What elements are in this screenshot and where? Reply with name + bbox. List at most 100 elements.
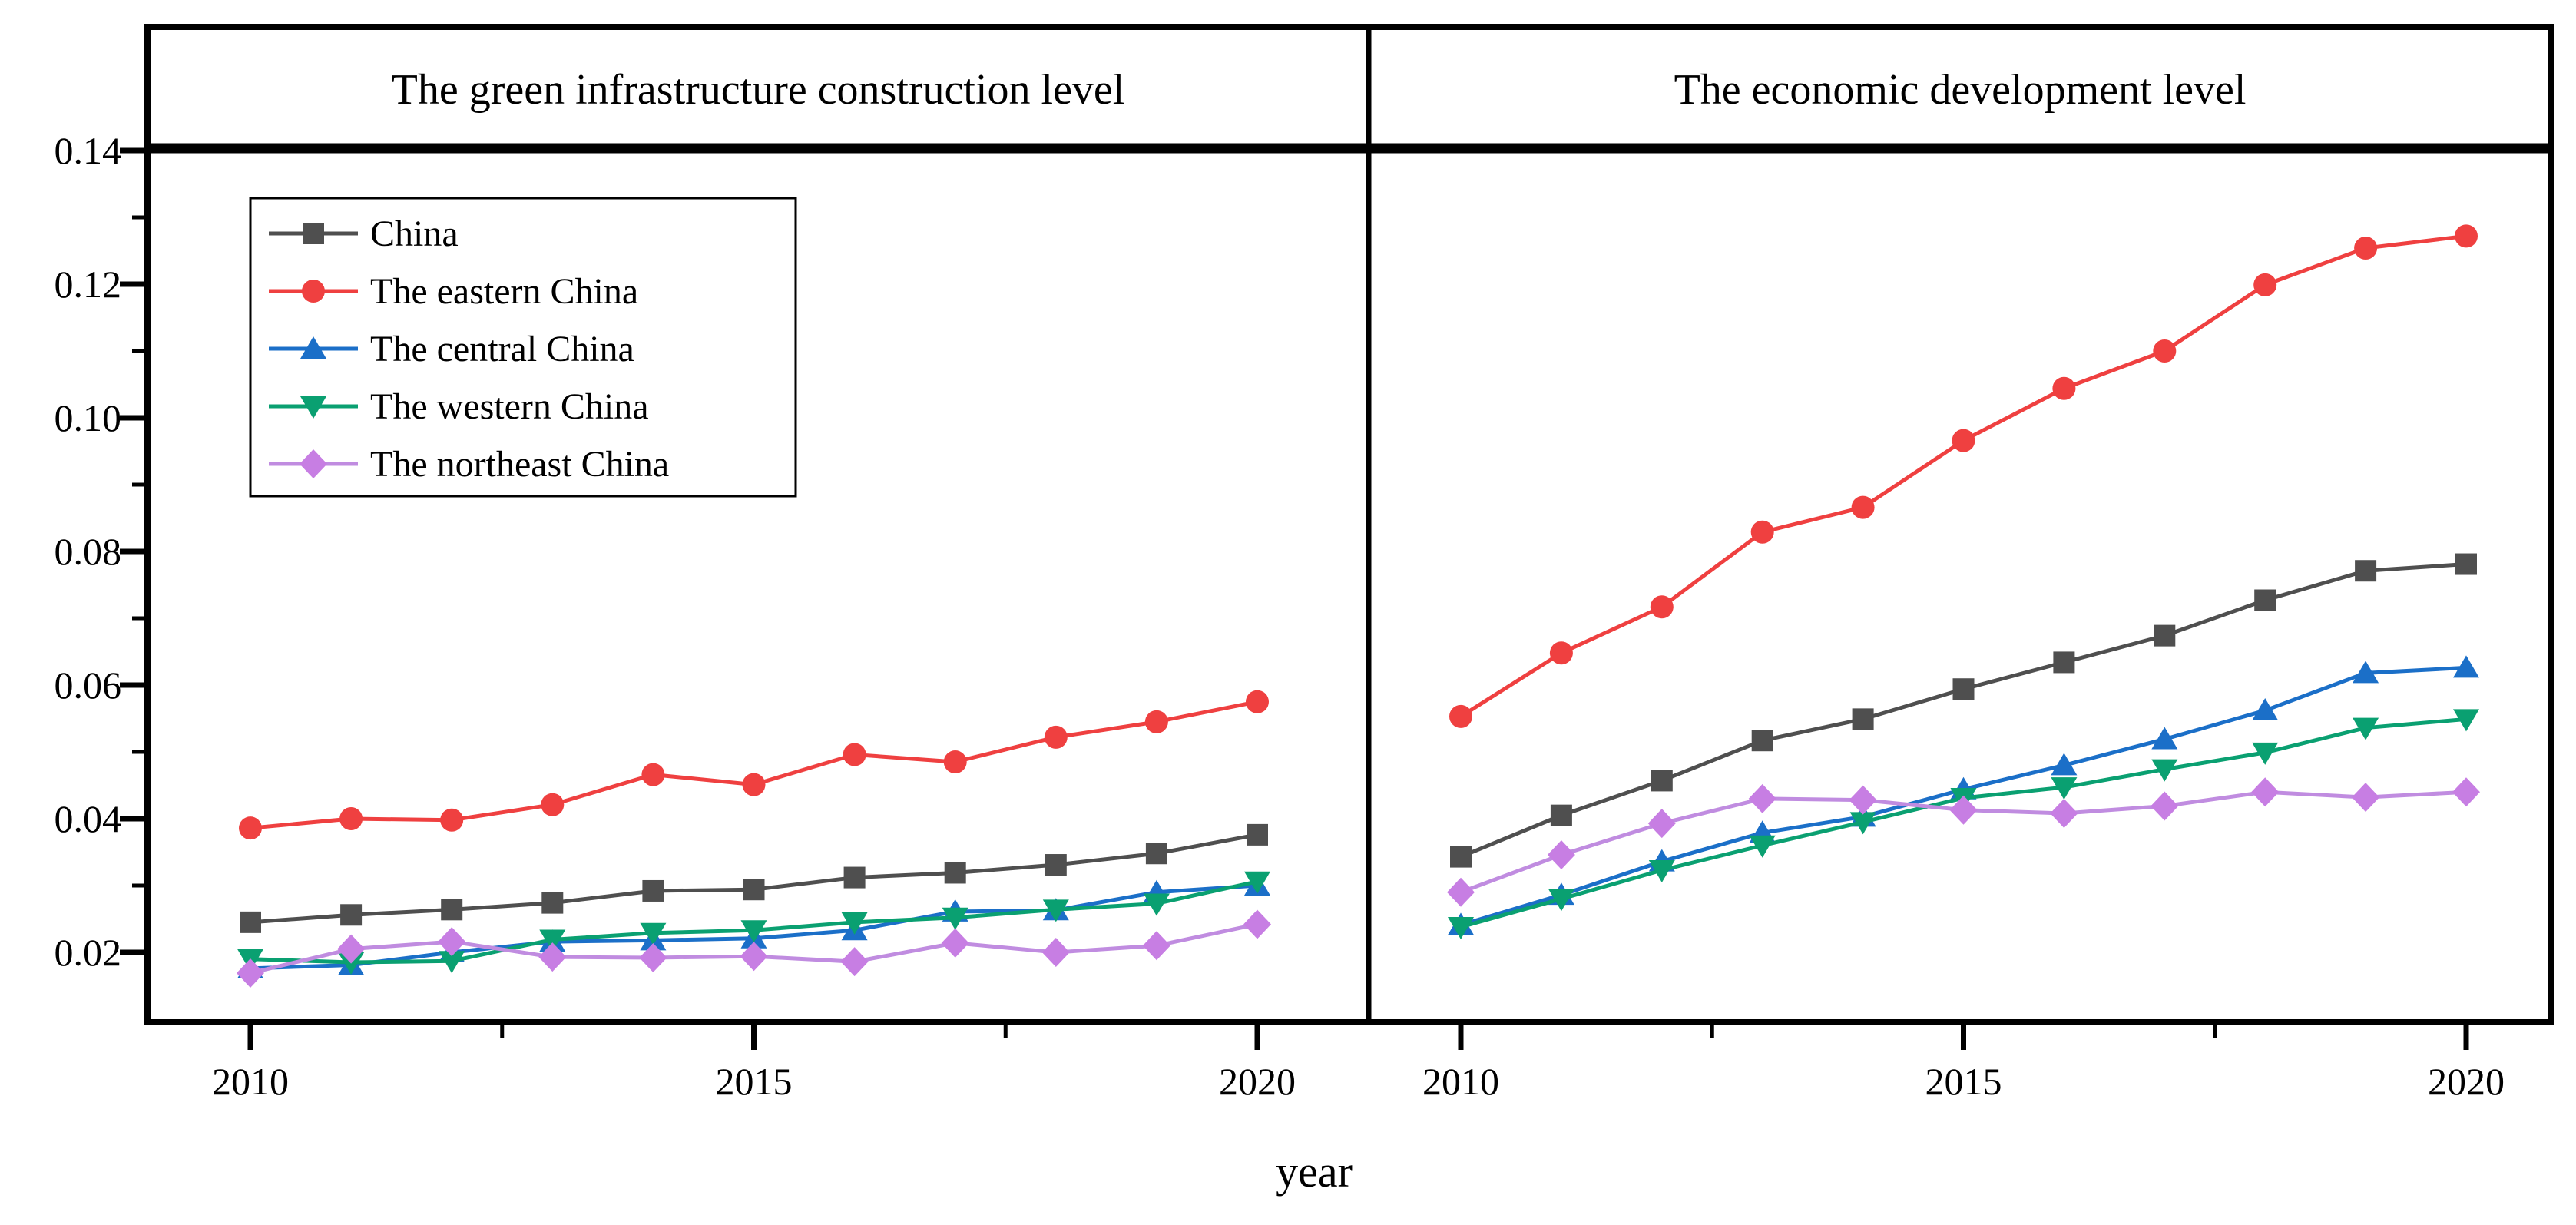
y-tick-label: 0.06 bbox=[55, 664, 122, 707]
data-point-western-2018-panel1 bbox=[1042, 899, 1069, 922]
data-point-central-2020-panel2 bbox=[2453, 655, 2479, 678]
data-point-eastern-2018-panel2 bbox=[2253, 273, 2277, 296]
data-point-eastern-2010-panel1 bbox=[239, 816, 262, 840]
legend-label-western: The western China bbox=[370, 386, 649, 427]
data-point-northeast-2020-panel1 bbox=[1243, 909, 1271, 939]
data-point-eastern-2015-panel2 bbox=[1952, 429, 1975, 452]
data-point-western-2015-panel1 bbox=[740, 920, 767, 943]
data-point-northeast-2010-panel2 bbox=[1447, 877, 1475, 907]
data-point-china-2016-panel2 bbox=[2053, 651, 2075, 674]
data-point-northeast-2018-panel2 bbox=[2251, 777, 2280, 807]
data-point-northeast-2014-panel2 bbox=[1849, 785, 1877, 815]
data-point-eastern-2012-panel1 bbox=[440, 808, 464, 832]
data-point-northeast-2017-panel1 bbox=[941, 928, 969, 958]
data-point-central-2018-panel2 bbox=[2252, 698, 2279, 721]
data-point-western-2016-panel2 bbox=[2051, 777, 2078, 800]
data-point-eastern-2011-panel1 bbox=[339, 807, 363, 830]
data-point-northeast-2019-panel2 bbox=[2352, 783, 2380, 813]
data-point-china-2012-panel2 bbox=[1651, 770, 1673, 792]
legend-marker-china bbox=[303, 223, 324, 244]
data-point-china-2013-panel2 bbox=[1751, 730, 1773, 752]
y-tick-label: 0.10 bbox=[55, 396, 122, 439]
data-point-china-2013-panel1 bbox=[541, 892, 564, 914]
data-point-china-2020-panel1 bbox=[1247, 823, 1268, 846]
data-point-western-2019-panel2 bbox=[2353, 717, 2379, 740]
data-point-western-2012-panel1 bbox=[439, 951, 465, 974]
data-point-northeast-2011-panel2 bbox=[1547, 839, 1575, 869]
data-point-northeast-2015-panel2 bbox=[1949, 795, 1978, 825]
y-tick-label: 0.02 bbox=[55, 931, 122, 974]
data-point-central-2017-panel2 bbox=[2151, 727, 2178, 750]
data-point-eastern-2016-panel1 bbox=[843, 743, 866, 766]
data-point-china-2010-panel2 bbox=[1450, 846, 1472, 868]
legend-marker-eastern bbox=[302, 280, 325, 303]
data-point-eastern-2013-panel1 bbox=[541, 793, 565, 816]
data-point-northeast-2013-panel1 bbox=[538, 942, 567, 972]
legend-label-central: The central China bbox=[370, 329, 634, 369]
data-point-central-2016-panel2 bbox=[2051, 753, 2078, 776]
data-point-western-2020-panel1 bbox=[1244, 871, 1270, 894]
data-point-northeast-2016-panel1 bbox=[840, 947, 869, 977]
data-point-china-2017-panel2 bbox=[2154, 624, 2176, 647]
data-point-china-2019-panel1 bbox=[1145, 843, 1167, 865]
legend-marker-western bbox=[300, 396, 326, 419]
data-point-northeast-2010-panel1 bbox=[237, 958, 264, 988]
data-point-western-2013-panel1 bbox=[539, 929, 566, 952]
data-point-china-2012-panel1 bbox=[441, 899, 463, 921]
legend-label-eastern: The eastern China bbox=[370, 271, 638, 312]
data-point-western-2018-panel2 bbox=[2252, 742, 2279, 765]
data-point-northeast-2016-panel2 bbox=[2050, 799, 2078, 829]
data-point-northeast-2015-panel1 bbox=[740, 942, 768, 972]
x-tick-label: 2015 bbox=[1925, 1060, 2002, 1103]
data-point-eastern-2017-panel1 bbox=[943, 750, 967, 774]
y-tick-label: 0.08 bbox=[55, 530, 122, 573]
legend-marker-northeast bbox=[300, 449, 327, 478]
data-point-eastern-2014-panel1 bbox=[641, 763, 665, 786]
data-point-china-2020-panel2 bbox=[2455, 553, 2477, 575]
y-tick-label: 0.12 bbox=[55, 263, 122, 306]
data-point-western-2017-panel1 bbox=[942, 907, 968, 930]
data-point-northeast-2013-panel2 bbox=[1748, 783, 1776, 813]
data-point-eastern-2018-panel1 bbox=[1044, 725, 1068, 749]
data-point-western-2013-panel2 bbox=[1749, 835, 1776, 858]
legend-marker-central bbox=[300, 336, 326, 359]
data-point-china-2014-panel1 bbox=[642, 879, 664, 902]
data-point-western-2014-panel1 bbox=[640, 922, 667, 945]
data-point-western-2012-panel2 bbox=[1648, 859, 1675, 882]
x-tick-label: 2020 bbox=[1219, 1060, 1296, 1103]
data-point-china-2011-panel2 bbox=[1550, 804, 1572, 826]
x-tick-label: 2015 bbox=[716, 1060, 793, 1103]
data-point-western-2016-panel1 bbox=[841, 912, 868, 935]
data-point-china-2015-panel2 bbox=[1952, 678, 1975, 700]
data-point-eastern-2015-panel1 bbox=[742, 773, 766, 796]
data-point-western-2017-panel2 bbox=[2151, 759, 2178, 782]
panel-title-left: The green infrastructure construction le… bbox=[392, 66, 1125, 114]
data-point-northeast-2017-panel2 bbox=[2151, 791, 2179, 821]
data-point-china-2010-panel1 bbox=[240, 911, 261, 933]
y-tick-label: 0.04 bbox=[55, 797, 122, 840]
legend-label-china: China bbox=[370, 214, 459, 254]
x-tick-label: 2010 bbox=[212, 1060, 289, 1103]
data-point-western-2014-panel2 bbox=[1849, 812, 1876, 835]
data-point-china-2018-panel2 bbox=[2254, 589, 2276, 611]
legend-label-northeast: The northeast China bbox=[370, 444, 669, 485]
panel-title-right: The economic development level bbox=[1674, 66, 2247, 114]
data-point-china-2019-panel2 bbox=[2355, 560, 2377, 582]
plot-frame bbox=[144, 24, 2554, 1025]
data-point-northeast-2019-panel1 bbox=[1142, 931, 1170, 961]
data-point-eastern-2020-panel2 bbox=[2455, 224, 2478, 248]
x-tick-label: 2020 bbox=[2428, 1060, 2505, 1103]
data-point-eastern-2012-panel2 bbox=[1650, 595, 1674, 619]
x-tick-label: 2010 bbox=[1422, 1060, 1499, 1103]
data-point-northeast-2012-panel2 bbox=[1647, 809, 1676, 839]
data-point-china-2017-panel1 bbox=[944, 862, 966, 884]
data-point-eastern-2010-panel2 bbox=[1449, 704, 1472, 728]
y-tick-label: 0.14 bbox=[55, 129, 122, 172]
data-point-china-2018-panel1 bbox=[1045, 854, 1067, 876]
data-point-western-2010-panel2 bbox=[1448, 916, 1474, 939]
data-point-eastern-2014-panel2 bbox=[1851, 495, 1875, 519]
data-point-western-2019-panel1 bbox=[1143, 893, 1170, 916]
